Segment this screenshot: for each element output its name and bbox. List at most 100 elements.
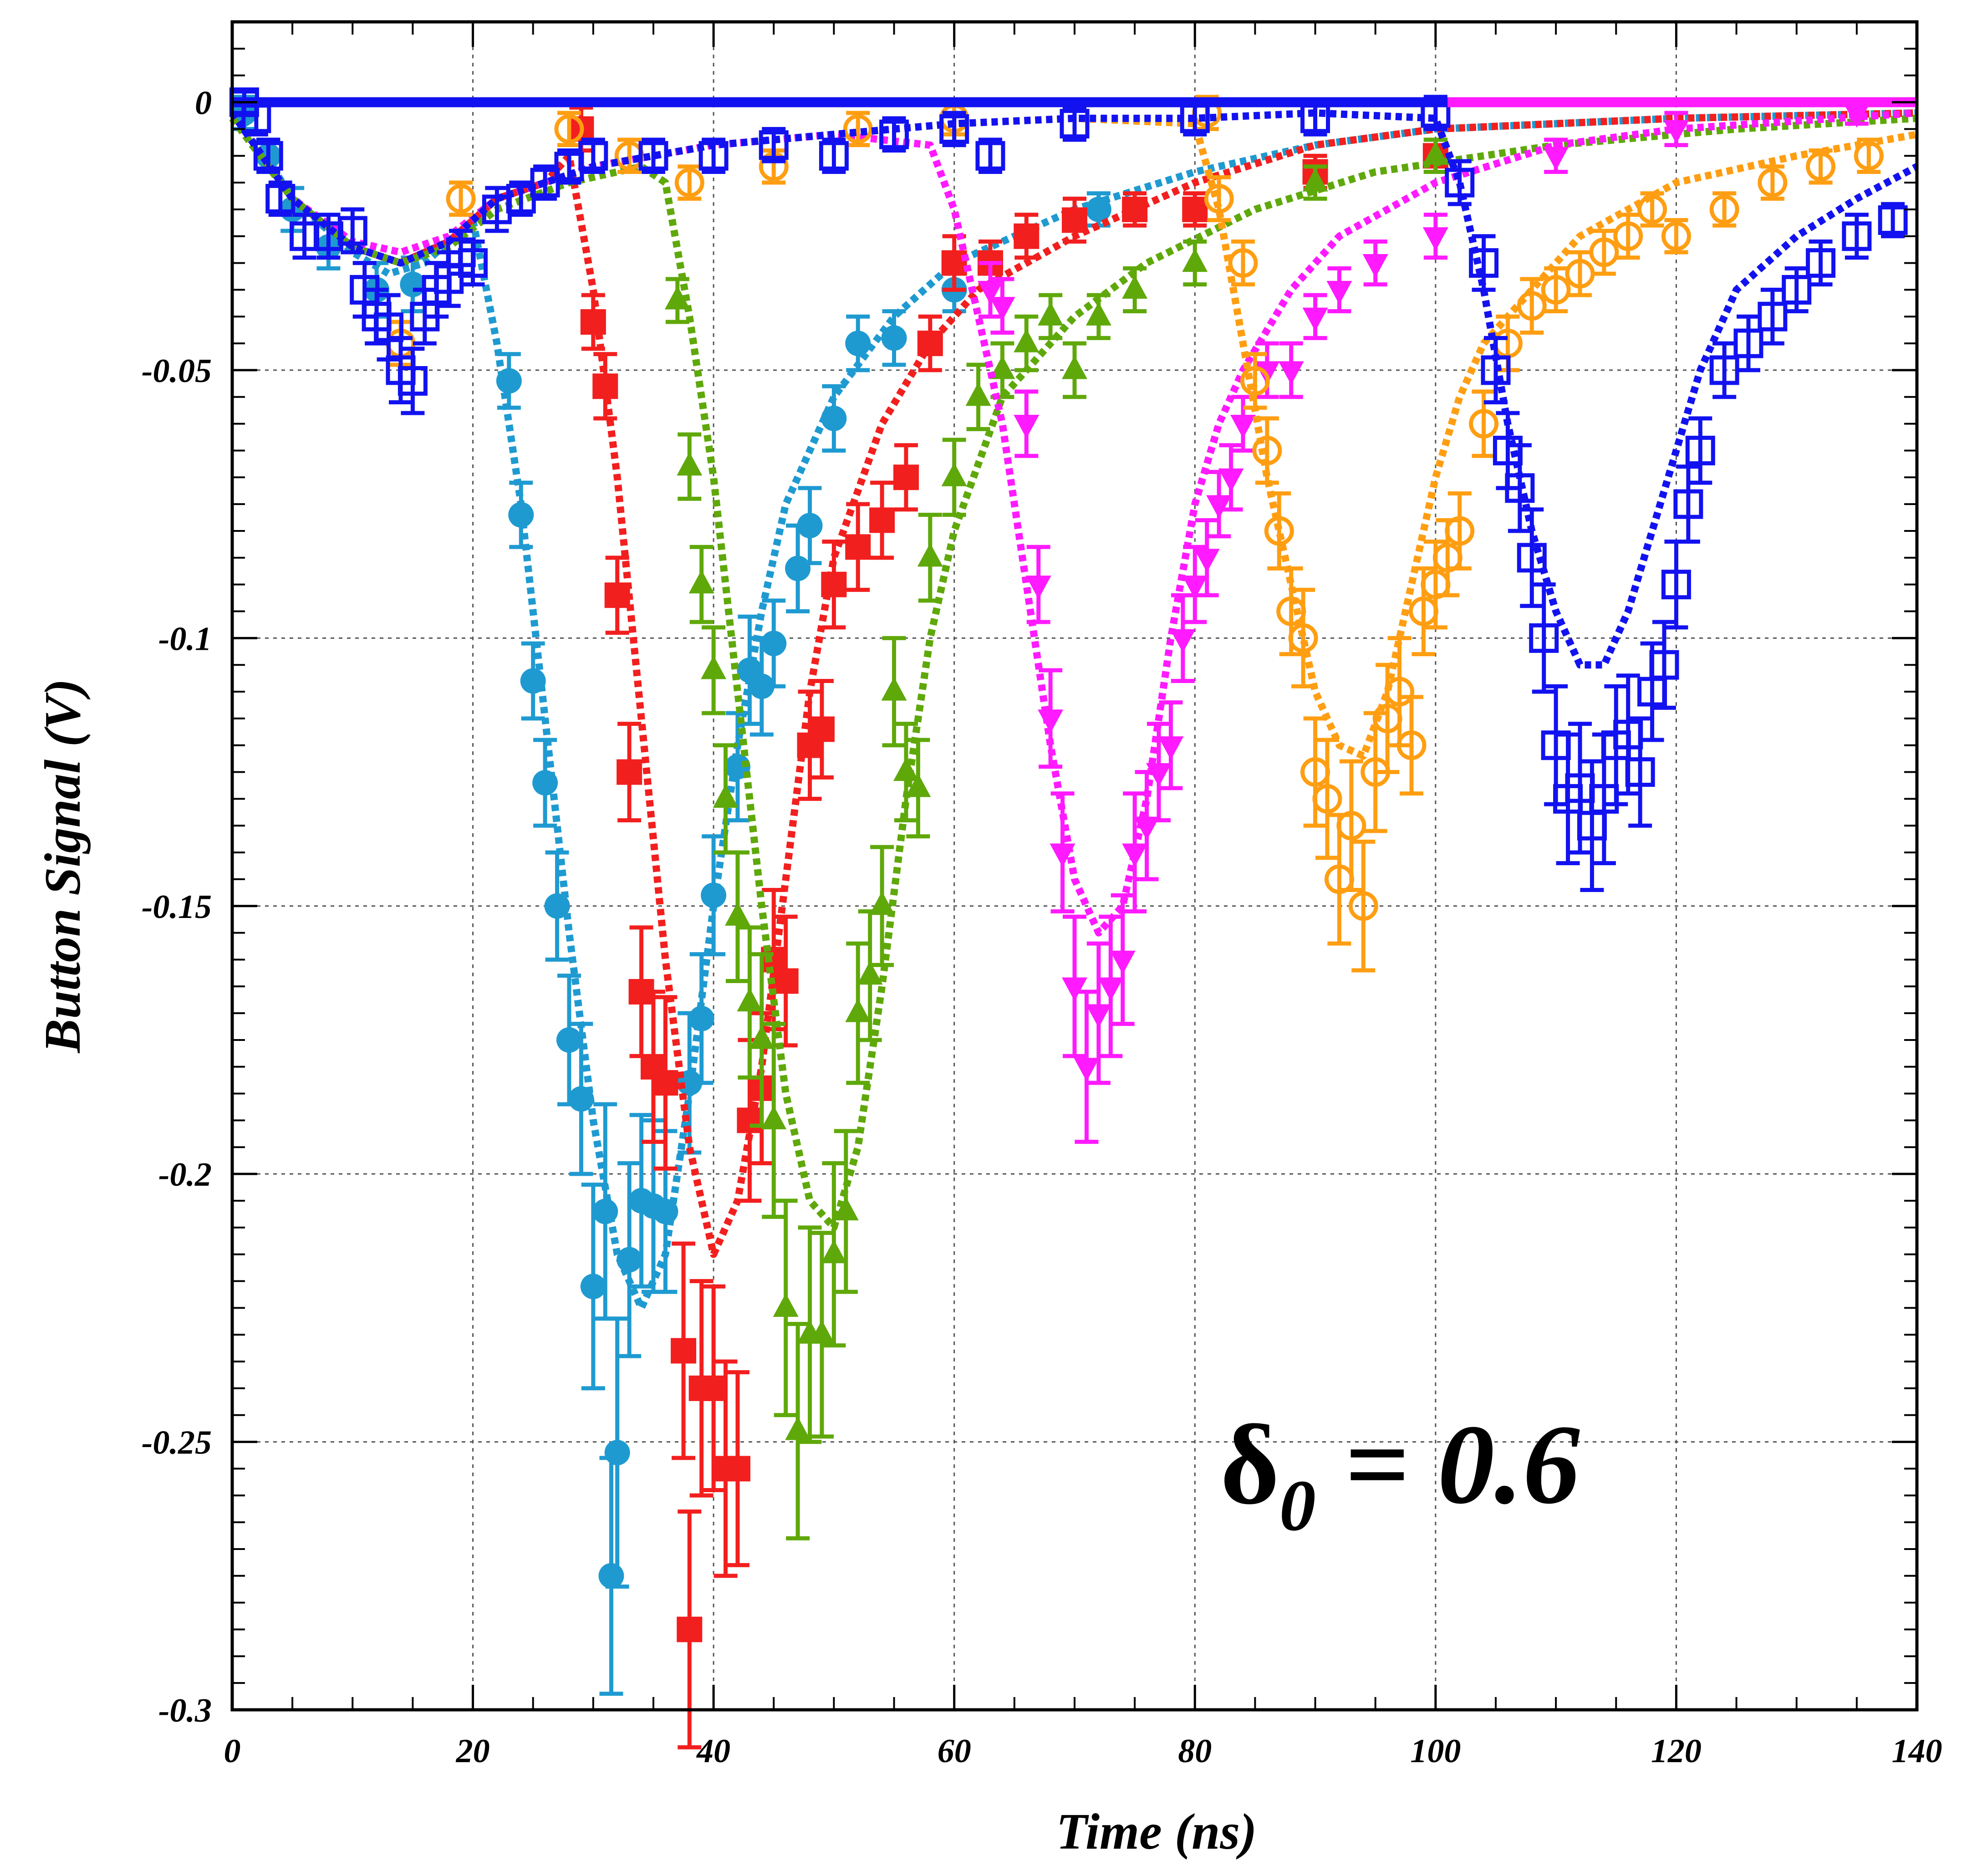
data-point [400, 271, 426, 297]
data-point [1517, 291, 1547, 321]
data-point [881, 325, 907, 351]
data-point [797, 513, 823, 539]
data-point [604, 1440, 630, 1466]
data-point [881, 677, 907, 701]
data-point [1709, 194, 1739, 224]
data-point [1158, 736, 1184, 760]
data-point [1529, 623, 1559, 653]
data-point [1230, 415, 1256, 438]
data-point [917, 543, 943, 567]
data-point [1613, 221, 1643, 251]
data-point [1062, 355, 1087, 379]
data-point [1204, 184, 1234, 214]
x-tick-label: 40 [696, 1733, 730, 1770]
data-point [1505, 473, 1535, 503]
data-point [1060, 109, 1090, 139]
data-point [1085, 302, 1111, 326]
data-point [749, 673, 775, 699]
data-point [1445, 516, 1475, 546]
data-point [1396, 730, 1427, 760]
data-point [458, 248, 488, 278]
data-point [1625, 757, 1655, 787]
data-point [688, 570, 714, 594]
tick-labels: 0 20 40 60 80 100 120 140 0 -0.05 -0.1 -0.15 -0.2 -0.… [142, 85, 1942, 1770]
data-point [580, 309, 606, 335]
data-point [785, 1416, 811, 1440]
data-point [1842, 221, 1872, 251]
data-point [1469, 248, 1499, 278]
data-point [617, 1247, 642, 1273]
data-point [1673, 489, 1703, 519]
data-point [845, 998, 871, 1022]
data-point [1122, 196, 1148, 222]
data-point [1182, 576, 1208, 599]
data-point [1302, 307, 1328, 331]
data-point [1312, 784, 1342, 814]
data-point [1685, 435, 1715, 465]
data-point [698, 141, 729, 171]
data-point [761, 631, 787, 657]
data-point [1182, 248, 1208, 272]
data-point [965, 382, 991, 406]
data-point [1878, 205, 1908, 235]
data-point [1025, 576, 1051, 599]
data-point [617, 759, 642, 785]
data-point [725, 1456, 750, 1482]
fit-curve [229, 114, 1917, 1231]
data-point [508, 502, 534, 528]
data-point [677, 1616, 703, 1642]
data-point [674, 168, 704, 198]
data-point [893, 464, 919, 490]
y-tick-label: -0.05 [142, 352, 212, 390]
data-point [773, 968, 799, 994]
data-point [253, 141, 283, 171]
data-point [759, 130, 789, 160]
data-point [397, 366, 428, 396]
data-point [1050, 843, 1075, 867]
data-point [374, 312, 404, 342]
data-point [1038, 302, 1064, 326]
series-2 [229, 114, 1917, 1540]
data-point [701, 655, 727, 679]
data-point [652, 1198, 678, 1224]
data-point [713, 784, 739, 808]
data-point [701, 1375, 727, 1401]
series-5 [229, 87, 1919, 892]
data-point [1146, 763, 1172, 787]
data-point [652, 1070, 678, 1096]
data-point [1206, 495, 1232, 519]
data-point [568, 1086, 594, 1112]
data-point [688, 1005, 714, 1031]
data-point [664, 285, 690, 310]
data-point [737, 988, 763, 1012]
data-point [1085, 1004, 1111, 1028]
data-point [843, 114, 873, 144]
data-point [761, 1106, 787, 1130]
data-point [989, 355, 1015, 379]
data-point [857, 961, 883, 985]
data-point [737, 1107, 763, 1133]
data-point [592, 1198, 618, 1224]
y-tick-label: -0.15 [142, 888, 212, 926]
data-point [1252, 435, 1282, 465]
data-point [1194, 549, 1220, 573]
data-point [1806, 152, 1836, 182]
data-point [989, 297, 1015, 321]
data-point [1110, 950, 1136, 974]
data-point [1422, 141, 1448, 165]
data-point [845, 331, 871, 357]
data-point [1422, 227, 1448, 251]
data-point [1038, 709, 1064, 734]
data-point [638, 141, 668, 171]
data-point [1182, 196, 1208, 222]
axis-ticks [231, 21, 1918, 1711]
data-point [917, 331, 943, 357]
data-point [1806, 248, 1836, 278]
data-point [677, 452, 703, 476]
data-point [1854, 141, 1884, 171]
data-point [671, 1338, 697, 1364]
data-point [1122, 843, 1148, 867]
data-point [1517, 543, 1547, 573]
data-point [809, 716, 835, 742]
